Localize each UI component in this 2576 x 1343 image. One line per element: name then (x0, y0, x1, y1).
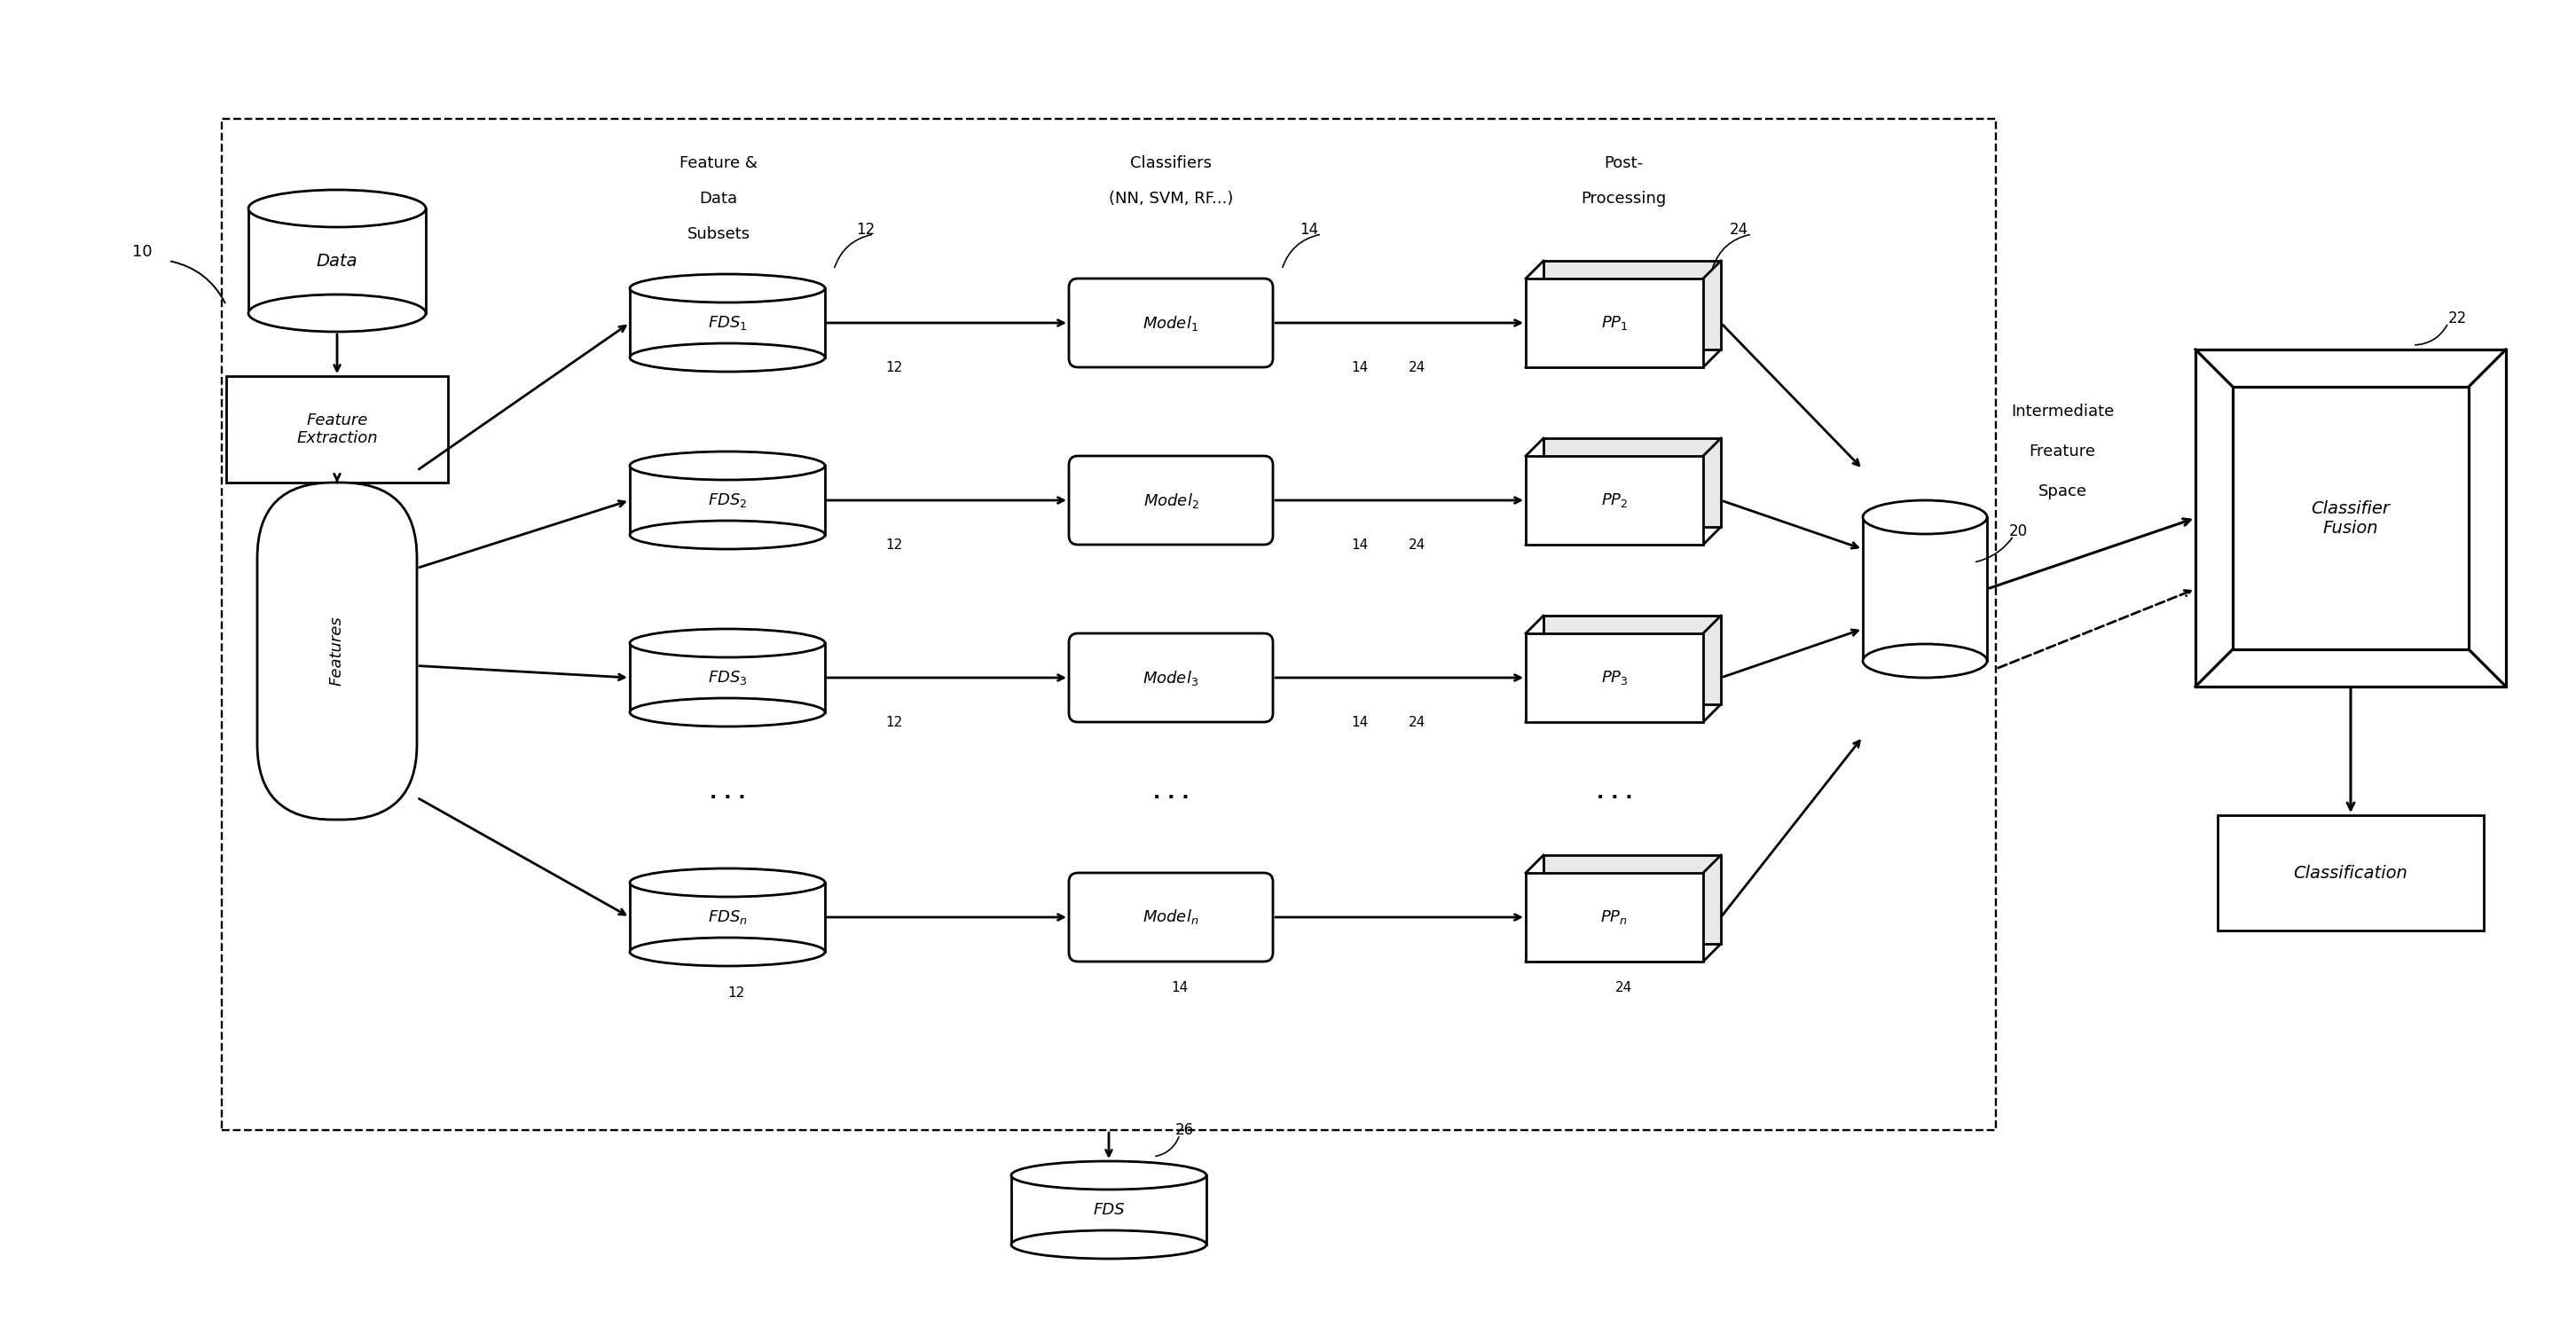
Text: PP$_3$: PP$_3$ (1600, 669, 1628, 686)
Bar (247, 208, 425, 313)
Text: 12: 12 (726, 986, 744, 999)
Text: 14: 14 (1350, 539, 1368, 552)
Text: FDS$_n$: FDS$_n$ (708, 908, 747, 927)
Text: FDS: FDS (1092, 1202, 1126, 1218)
Text: 10: 10 (131, 244, 152, 261)
Text: 20: 20 (2009, 524, 2027, 540)
Text: 24: 24 (1728, 222, 1749, 238)
Ellipse shape (247, 294, 425, 332)
FancyBboxPatch shape (1069, 873, 1273, 962)
Bar (629, 643, 824, 712)
Text: 24: 24 (1615, 982, 1631, 995)
Ellipse shape (247, 189, 425, 227)
Text: 12: 12 (886, 539, 902, 552)
Text: 12: 12 (855, 222, 876, 238)
Ellipse shape (629, 937, 824, 966)
Text: 24: 24 (1409, 716, 1425, 729)
FancyBboxPatch shape (258, 482, 417, 819)
Text: Classifiers: Classifiers (1131, 156, 1211, 171)
Text: . . .: . . . (1154, 784, 1190, 802)
Bar (2233, 387, 2468, 649)
Polygon shape (1543, 438, 1721, 526)
Text: PP$_2$: PP$_2$ (1600, 492, 1628, 509)
Polygon shape (1525, 634, 1703, 723)
Polygon shape (1543, 855, 1721, 944)
Text: Classification: Classification (2293, 865, 2409, 881)
Polygon shape (1543, 615, 1721, 704)
Text: Classifier
Fusion: Classifier Fusion (2311, 500, 2391, 536)
FancyBboxPatch shape (1069, 455, 1273, 545)
Text: Subsets: Subsets (688, 226, 750, 242)
FancyBboxPatch shape (1069, 634, 1273, 723)
Ellipse shape (1862, 645, 1986, 678)
Ellipse shape (1012, 1230, 1206, 1258)
Text: PP$_1$: PP$_1$ (1600, 314, 1628, 332)
Bar (227, 376, 448, 482)
Bar (629, 466, 824, 535)
Text: 12: 12 (886, 716, 902, 729)
Text: . . .: . . . (708, 784, 744, 802)
Text: 26: 26 (1175, 1123, 1193, 1138)
Text: Model$_n$: Model$_n$ (1144, 908, 1198, 927)
Text: 14: 14 (1350, 360, 1368, 373)
Text: . . .: . . . (1597, 784, 1633, 802)
Bar (2218, 815, 2483, 931)
Text: Features: Features (330, 616, 345, 686)
Ellipse shape (1862, 501, 1986, 535)
Text: Data: Data (701, 191, 737, 207)
Bar (1012, 1175, 1206, 1245)
Ellipse shape (629, 629, 824, 657)
Text: 24: 24 (1409, 539, 1425, 552)
Text: Model$_1$: Model$_1$ (1144, 313, 1198, 332)
Polygon shape (1525, 873, 1703, 962)
Ellipse shape (629, 344, 824, 372)
Text: 14: 14 (1298, 222, 1319, 238)
Bar (1862, 517, 1986, 661)
Text: 24: 24 (1409, 360, 1425, 373)
Text: Feature &: Feature & (680, 156, 757, 171)
Text: 22: 22 (2447, 310, 2468, 326)
Text: FDS$_1$: FDS$_1$ (708, 314, 747, 332)
Text: Model$_2$: Model$_2$ (1144, 492, 1198, 509)
Text: 14: 14 (1172, 982, 1188, 995)
Polygon shape (1525, 455, 1703, 545)
Text: Model$_3$: Model$_3$ (1144, 669, 1198, 688)
Text: Space: Space (2038, 483, 2087, 500)
Text: FDS$_3$: FDS$_3$ (708, 669, 747, 686)
Text: 12: 12 (886, 360, 902, 373)
Bar (629, 882, 824, 952)
Text: FDS$_2$: FDS$_2$ (708, 492, 747, 509)
Bar (222, 120, 1996, 1129)
Text: Freature: Freature (2030, 443, 2097, 459)
Ellipse shape (629, 274, 824, 302)
Bar (629, 289, 824, 357)
Text: Data: Data (317, 252, 358, 269)
Text: Intermediate: Intermediate (2012, 404, 2115, 419)
Ellipse shape (629, 698, 824, 727)
Ellipse shape (629, 521, 824, 549)
FancyBboxPatch shape (1069, 278, 1273, 367)
Text: Feature
Extraction: Feature Extraction (296, 412, 379, 446)
Bar (2195, 349, 2506, 686)
Text: PP$_n$: PP$_n$ (1600, 908, 1628, 927)
Polygon shape (1525, 278, 1703, 367)
Polygon shape (1543, 261, 1721, 349)
Text: Processing: Processing (1582, 191, 1667, 207)
Ellipse shape (629, 869, 824, 897)
Ellipse shape (629, 451, 824, 479)
Text: (NN, SVM, RF...): (NN, SVM, RF...) (1108, 191, 1234, 207)
Text: Post-: Post- (1605, 156, 1643, 171)
Ellipse shape (1012, 1162, 1206, 1190)
Text: 14: 14 (1350, 716, 1368, 729)
